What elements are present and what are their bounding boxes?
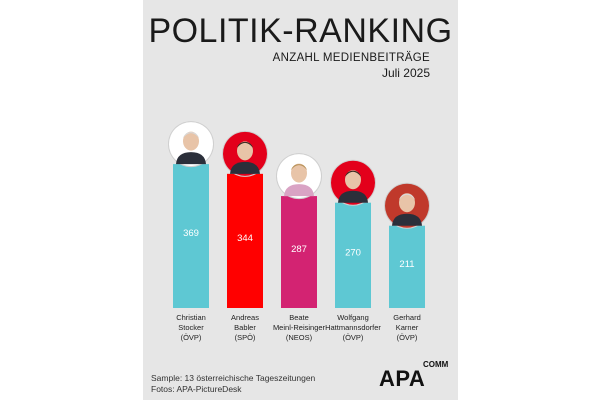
apa-logo: APA bbox=[379, 366, 426, 391]
category-label-2-line-3: (SPÖ) bbox=[235, 333, 256, 342]
bar-4 bbox=[335, 202, 371, 308]
bar-3 bbox=[281, 196, 317, 308]
portrait-hair-5 bbox=[399, 193, 415, 200]
bar-5 bbox=[389, 225, 425, 308]
portrait-face-2 bbox=[237, 141, 253, 161]
bar-value-1: 369 bbox=[183, 228, 199, 239]
category-label-3-line-3: (NEOS) bbox=[286, 333, 313, 342]
category-label-3-line-1: Beate bbox=[289, 313, 309, 322]
category-label-1-line-1: Christian bbox=[176, 313, 206, 322]
photo-credit: Fotos: APA-PictureDesk bbox=[151, 384, 242, 394]
portrait-hair-1 bbox=[183, 132, 199, 139]
category-label-3-line-2: Meinl-Reisinger bbox=[273, 323, 326, 332]
category-label-5-line-3: (ÖVP) bbox=[397, 333, 418, 342]
apa-logo-suffix: COMM bbox=[423, 360, 449, 369]
portrait-face-3 bbox=[291, 163, 307, 183]
chart-subtitle: ANZAHL MEDIENBEITRÄGE bbox=[272, 52, 430, 64]
portrait-body-4 bbox=[338, 190, 368, 203]
bar-value-5: 211 bbox=[399, 259, 414, 270]
chart-title: POLITIK-RANKING bbox=[148, 12, 453, 50]
infographic-card: POLITIK-RANKING ANZAHL MEDIENBEITRÄGE Ju… bbox=[143, 0, 458, 400]
portrait-body-5 bbox=[392, 213, 422, 226]
portrait-body-2 bbox=[230, 161, 260, 174]
category-label-4-line-1: Wolfgang bbox=[337, 313, 369, 322]
category-label-2-line-1: Andreas bbox=[231, 313, 259, 322]
category-label-4-line-3: (ÖVP) bbox=[343, 333, 364, 342]
category-label-1-line-2: Stocker bbox=[178, 323, 204, 332]
bar-value-3: 287 bbox=[291, 244, 307, 255]
portrait-body-3 bbox=[284, 184, 314, 197]
bar-2 bbox=[227, 173, 263, 308]
portrait-face-5 bbox=[399, 193, 415, 213]
bar-value-2: 344 bbox=[237, 233, 253, 244]
category-label-5-line-2: Karner bbox=[396, 323, 419, 332]
portrait-hair-3 bbox=[291, 164, 307, 171]
category-label-1-line-3: (ÖVP) bbox=[181, 333, 202, 342]
category-label-5-line-1: Gerhard bbox=[393, 313, 421, 322]
bar-value-4: 270 bbox=[345, 247, 361, 258]
chart-date: Juli 2025 bbox=[381, 66, 430, 80]
bar-chart: 369ChristianStocker(ÖVP)344AndreasBabler… bbox=[168, 121, 430, 342]
portrait-body-1 bbox=[176, 152, 206, 165]
portrait-face-1 bbox=[183, 131, 199, 151]
portrait-hair-4 bbox=[345, 170, 361, 177]
sample-note: Sample: 13 österreichische Tageszeitunge… bbox=[151, 373, 316, 383]
bar-1 bbox=[173, 164, 209, 308]
category-label-4-line-2: Hattmannsdorfer bbox=[325, 323, 381, 332]
portrait-face-4 bbox=[345, 170, 361, 190]
portrait-hair-2 bbox=[237, 141, 253, 148]
category-label-2-line-2: Babler bbox=[234, 323, 256, 332]
